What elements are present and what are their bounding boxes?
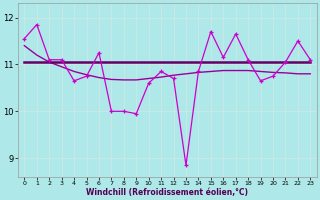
X-axis label: Windchill (Refroidissement éolien,°C): Windchill (Refroidissement éolien,°C)	[86, 188, 248, 197]
